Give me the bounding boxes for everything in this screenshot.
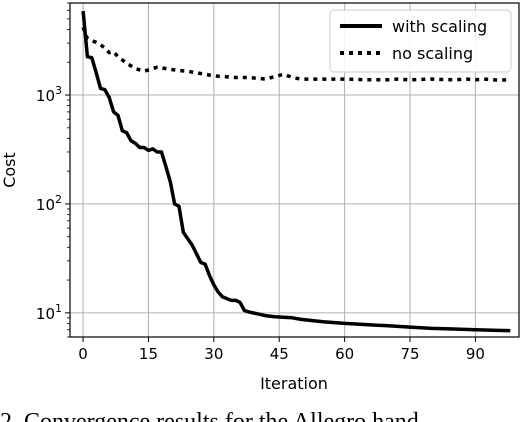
- series-layer: [81, 10, 511, 333]
- figure-caption: 2. Convergence results for the Allegro h…: [0, 409, 437, 422]
- x-tick-label: 30: [204, 345, 223, 363]
- y-tick-label: 102: [36, 193, 62, 214]
- legend-label-no-scaling: no scaling: [392, 44, 473, 63]
- x-tick-label: 0: [78, 345, 88, 363]
- y-tick-label: 101: [36, 302, 62, 323]
- y-ticks: 101 102 103: [36, 2, 70, 338]
- chart: 0 15 30 45 60 75 90 101 102 103 Iteration Cost w…: [0, 2, 520, 393]
- x-ticks: 0 15 30 45 60 75 90: [78, 337, 485, 363]
- legend-label-with-scaling: with scaling: [392, 17, 487, 36]
- series-line-no-scaling: [81, 26, 511, 82]
- x-tick-label: 45: [270, 345, 289, 363]
- plot-frame: [69, 2, 520, 338]
- x-axis-label: Iteration: [260, 374, 328, 393]
- x-tick-label: 15: [139, 345, 158, 363]
- y-tick-label: 103: [36, 84, 62, 105]
- x-tick-label: 60: [335, 345, 354, 363]
- series-line-with-scaling: [81, 10, 511, 333]
- x-tick-label: 75: [400, 345, 419, 363]
- y-axis-label: Cost: [0, 152, 19, 188]
- x-tick-label: 90: [466, 345, 485, 363]
- legend: with scaling no scaling: [329, 9, 512, 73]
